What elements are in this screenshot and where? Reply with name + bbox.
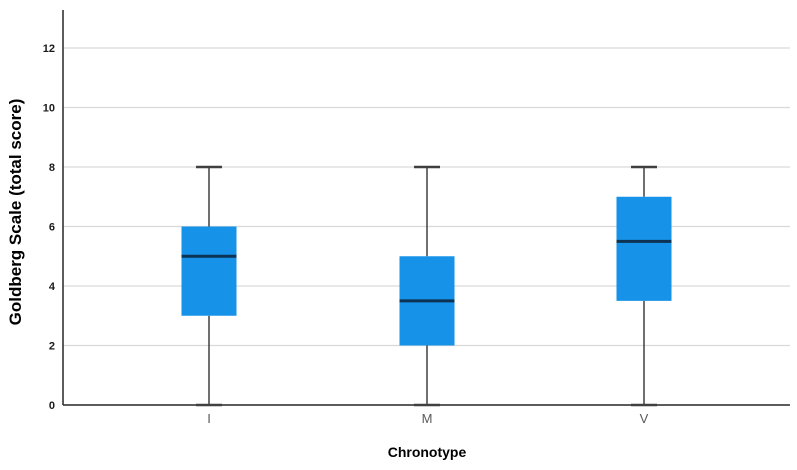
box-V (616, 196, 672, 301)
y-tick-label-10: 10 (43, 103, 55, 115)
x-axis-title: Chronotype (388, 444, 467, 460)
y-tick-label-6: 6 (49, 222, 55, 234)
y-tick-label-4: 4 (49, 281, 56, 293)
category-label-V: V (640, 411, 649, 426)
boxplot-series (181, 165, 672, 407)
tick-labels: 0 2 4 6 8 10 12 I M V (43, 43, 649, 426)
y-axis-title: Goldberg Scale (total score) (6, 99, 25, 326)
category-label-I: I (207, 411, 211, 426)
y-tick-label-2: 2 (49, 341, 55, 353)
y-tick-label-8: 8 (49, 162, 55, 174)
category-label-M: M (422, 411, 433, 426)
box-I (181, 226, 237, 316)
y-tick-label-12: 12 (43, 43, 55, 55)
y-tick-label-0: 0 (49, 400, 55, 412)
